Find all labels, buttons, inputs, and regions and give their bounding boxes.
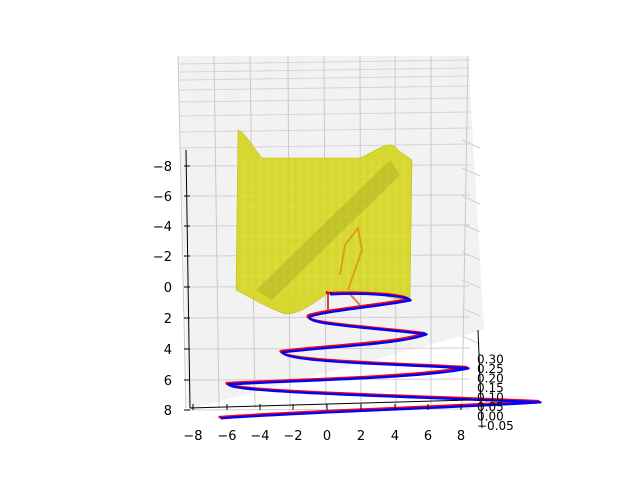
- grid-line-top: [179, 97, 471, 103]
- grid-line-vertical: [461, 55, 469, 409]
- z-tick-label: −0.05: [477, 419, 514, 433]
- y-tick-label: −6: [153, 190, 172, 205]
- yellow-surface: [235, 129, 413, 315]
- grid-line-side: [461, 335, 481, 345]
- z-tick-label: 0.25: [477, 362, 504, 376]
- grid-line-top: [179, 85, 471, 91]
- x-tick-label: −6: [217, 429, 236, 444]
- y-tick-label: 4: [164, 343, 172, 358]
- y-tick-label: 8: [164, 404, 172, 419]
- grid-line-side: [461, 139, 481, 149]
- y-tick-labels: −8 −6 −4 −2 0 2 4 6 8: [153, 160, 190, 419]
- grid-line-horizontal: [185, 316, 471, 319]
- y-tick-label: −2: [153, 250, 172, 265]
- x-tick-label: 4: [391, 429, 399, 444]
- x-tick-label: 6: [424, 429, 432, 444]
- x-tick-label: −8: [183, 429, 202, 444]
- z-tick-label: 0.15: [477, 381, 504, 395]
- z-tick-label: 0.05: [477, 400, 504, 414]
- y-tick-label: 6: [164, 374, 172, 389]
- x-tick-label: −2: [283, 429, 302, 444]
- surface-shadow: [256, 160, 400, 300]
- z-tick-label: 0.20: [477, 372, 504, 386]
- grid-line-side: [461, 279, 481, 289]
- rod: [339, 225, 364, 291]
- x-tick-labels: −8 −6 −4 −2 0 2 4 6 8: [183, 404, 465, 444]
- y-tick-label: 2: [164, 312, 172, 327]
- grid-line-top: [179, 67, 471, 73]
- grid-line-side: [461, 251, 481, 261]
- axes: [185, 149, 483, 429]
- z-tick-labels: −0.050.000.050.100.150.200.250.30: [477, 353, 514, 434]
- grid-line-side: [461, 195, 481, 205]
- series-lines: [218, 291, 542, 420]
- grid-line-side: [461, 307, 481, 317]
- grid-line-top: [179, 59, 471, 65]
- y-tick-label: −4: [153, 220, 172, 235]
- x-tick-label: 2: [357, 429, 365, 444]
- grid-line-top: [179, 75, 471, 81]
- z-axis-line: [477, 329, 483, 429]
- series-line: [220, 292, 542, 420]
- x-tick-label: −4: [250, 429, 269, 444]
- grid-line-top: [179, 143, 471, 149]
- grid-line-side: [461, 223, 481, 233]
- x-tick-label: 8: [457, 429, 465, 444]
- grid-line-horizontal: [185, 408, 471, 411]
- grid-line-top: [179, 127, 471, 133]
- grid-line-top: [179, 111, 471, 117]
- y-axis-line: [185, 149, 191, 409]
- z-tick-label: 0.30: [477, 353, 504, 367]
- grid-line-side: [461, 167, 481, 177]
- y-tick-label: 0: [164, 281, 172, 296]
- x-tick-label: 0: [323, 429, 331, 444]
- x-axis-line: [189, 399, 471, 409]
- y-tick-label: −8: [153, 160, 172, 175]
- z-tick-label: 0.10: [477, 391, 504, 405]
- z-tick-label: 0.00: [477, 410, 504, 424]
